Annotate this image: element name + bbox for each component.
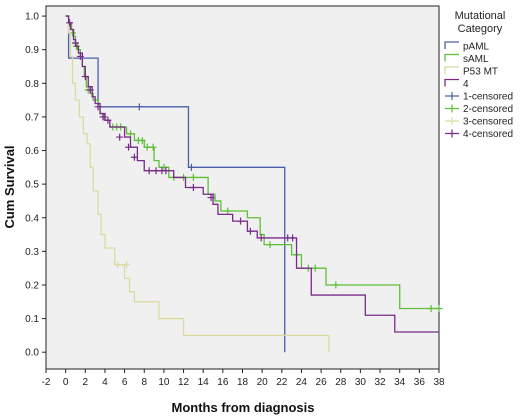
x-tick-label: 24	[296, 377, 308, 388]
x-tick-label: 4	[102, 377, 108, 388]
x-tick-label: 2	[83, 377, 89, 388]
x-tick-label: 22	[276, 377, 288, 388]
plot-area	[45, 5, 440, 370]
censor-mark	[237, 217, 245, 225]
legend-line-marker	[444, 53, 459, 62]
x-tick-label: 34	[394, 377, 406, 388]
series-layer	[65, 15, 443, 353]
y-tick-label: 0.2	[25, 280, 39, 291]
legend-label: P53 MT	[463, 67, 498, 78]
legend-label: 3-censored	[463, 117, 513, 128]
legend-label: 4	[463, 79, 469, 90]
censor-mark	[189, 184, 197, 191]
legend-label: sAML	[463, 54, 489, 65]
censor-mark	[435, 305, 443, 312]
censor-mark	[266, 241, 274, 249]
x-tick-label: 36	[414, 377, 426, 388]
x-tick-label: 16	[217, 377, 229, 388]
y-axis-title: Cum Survival	[2, 145, 17, 228]
censor-mark	[246, 227, 254, 235]
censor-mark	[187, 163, 195, 171]
y-tick-label: 0.0	[25, 348, 39, 359]
x-tick-label: 12	[178, 377, 190, 388]
x-tick-label: 18	[237, 377, 249, 388]
censor-mark	[257, 234, 265, 242]
x-tick-label: 14	[198, 377, 210, 388]
y-tick-label: 0.3	[25, 247, 39, 258]
y-axis: 0.0 0.1 0.2 0.3 0.4 0.5 0.6 0.7 0.8 0.9 1.0	[25, 12, 46, 359]
censor-mark	[81, 73, 89, 81]
y-tick-label: 0.7	[25, 112, 39, 123]
censor-mark	[116, 133, 124, 141]
series-line-2	[65, 15, 330, 353]
x-tick-label: -2	[42, 377, 51, 388]
legend-label: 4-censored	[463, 129, 513, 140]
censor-mark	[207, 194, 215, 202]
censor-mark	[99, 113, 107, 121]
censor-mark	[145, 167, 153, 175]
legend-label: pAML	[463, 42, 490, 53]
x-tick-label: 10	[158, 377, 170, 388]
censor-mark	[149, 143, 157, 151]
censor-mark	[125, 143, 133, 151]
legend-label: 1-censored	[463, 92, 513, 103]
censor-mark	[130, 153, 138, 161]
censor-mark	[152, 167, 160, 175]
censor-mark	[94, 103, 102, 111]
x-tick-label: 28	[335, 377, 347, 388]
legend-censor-marker	[445, 129, 459, 138]
x-tick-label: 32	[374, 377, 386, 388]
x-tick-label: 30	[355, 377, 367, 388]
y-tick-label: 0.8	[25, 79, 39, 90]
legend-line-marker	[444, 78, 459, 87]
x-tick-label: 0	[63, 377, 69, 388]
censor-mark	[86, 86, 94, 94]
censor-mark	[138, 136, 146, 144]
censor-mark	[76, 52, 84, 60]
x-axis-title: Months from diagnosis	[172, 400, 315, 415]
censor-mark	[427, 305, 435, 312]
x-tick-label: 8	[141, 377, 147, 388]
censor-mark	[114, 261, 122, 269]
y-tick-label: 0.5	[25, 180, 39, 191]
censor-mark	[123, 261, 131, 269]
legend-censor-marker	[445, 117, 459, 125]
censor-mark	[332, 281, 340, 289]
censor-mark	[189, 173, 197, 181]
x-tick-label: 6	[122, 377, 128, 388]
legend-title-line-2: Category	[458, 23, 503, 35]
censor-mark	[71, 39, 79, 47]
x-tick-label: 26	[316, 377, 328, 388]
x-axis: -2 0 2 4 6 8 10 12 14 16 18 20 22 24 26 28 30 32 34 36 38	[42, 369, 445, 388]
y-tick-label: 0.1	[25, 314, 39, 325]
y-tick-label: 0.6	[25, 146, 39, 157]
legend-censor-marker	[445, 104, 459, 113]
censor-mark	[104, 116, 112, 124]
censor-mark	[162, 167, 170, 175]
legend-title-line-1: Mutational	[455, 10, 506, 22]
x-tick-label: 38	[433, 377, 445, 388]
censor-mark	[289, 234, 297, 242]
series-line-3	[65, 15, 439, 333]
censor-mark	[126, 130, 134, 138]
x-tick-label: 20	[257, 377, 269, 388]
legend-line-marker	[444, 66, 459, 74]
y-tick-label: 0.4	[25, 213, 39, 224]
censor-mark	[143, 143, 151, 151]
legend-censor-marker	[445, 92, 459, 100]
censor-mark	[224, 207, 232, 215]
legend-line-marker	[444, 41, 459, 49]
censor-mark	[66, 19, 74, 27]
y-tick-label: 1.0	[25, 12, 39, 23]
censor-mark	[135, 103, 143, 111]
censor-mark	[311, 264, 319, 272]
legend-label: 2-censored	[463, 104, 513, 115]
y-tick-label: 0.9	[25, 45, 39, 56]
